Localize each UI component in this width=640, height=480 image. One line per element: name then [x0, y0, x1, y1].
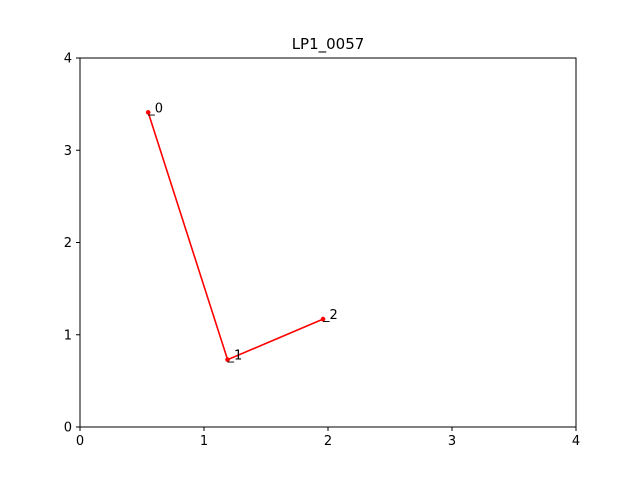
x-tick-label: 4 [572, 434, 580, 449]
x-tick-label: 0 [76, 434, 84, 449]
point-label: _1 [227, 349, 243, 364]
y-tick-label: 1 [64, 328, 72, 343]
x-tick-label: 2 [324, 434, 332, 449]
y-tick-label: 3 [64, 144, 72, 159]
data-point [225, 357, 230, 362]
y-tick-label: 2 [64, 236, 72, 251]
x-axis: 0 1 2 3 4 [76, 427, 580, 449]
data-point [145, 110, 151, 115]
x-tick-label: 1 [200, 434, 208, 449]
y-tick-label: 4 [64, 52, 72, 67]
data-point [320, 316, 326, 322]
y-axis: 0 1 2 3 4 [64, 52, 80, 436]
chart-title: LP1_0057 [292, 35, 365, 54]
y-tick-label: 0 [64, 421, 72, 436]
series-group: _0 _1 _2 [145, 101, 338, 364]
x-tick-label: 3 [448, 434, 456, 449]
point-label: _0 [147, 101, 163, 116]
point-label: _2 [322, 308, 338, 323]
